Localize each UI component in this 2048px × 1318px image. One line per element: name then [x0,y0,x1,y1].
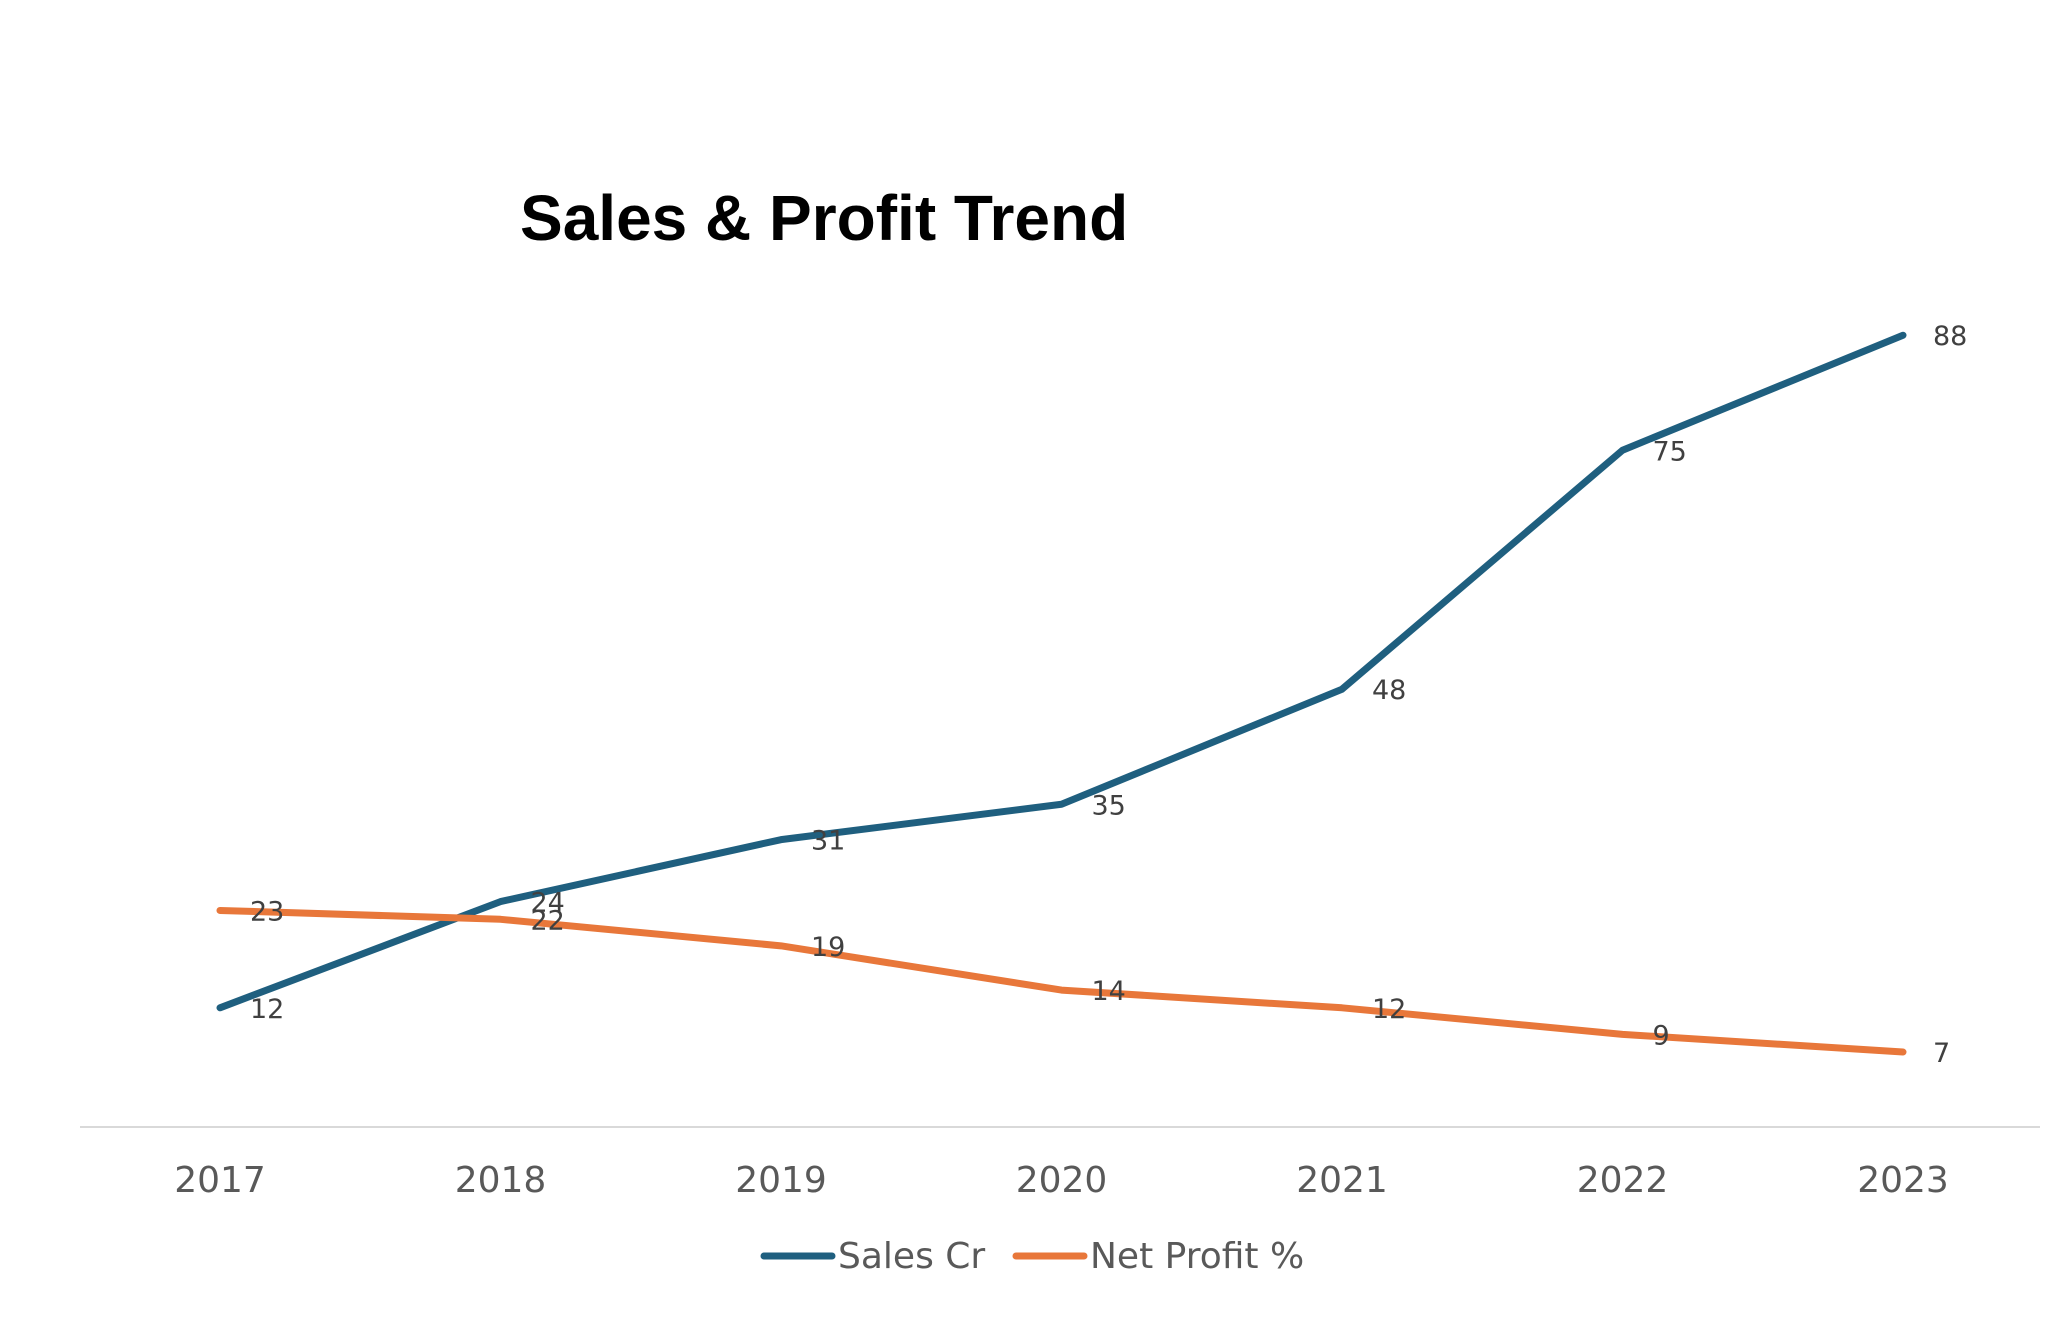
series-line-1 [216,906,1907,1056]
legend-label: Sales Cr [838,1236,985,1277]
x-tick-label: 2019 [735,1160,827,1201]
data-label: 22 [531,905,565,936]
data-label: 24 [531,888,565,919]
x-tick-label: 2017 [174,1160,266,1201]
data-label: 19 [811,932,845,963]
data-label: 23 [250,896,284,927]
data-label: 75 [1653,436,1687,467]
x-tick-label: 2020 [1016,1160,1108,1201]
series-line-0 [216,331,1907,1012]
x-tick-label: 2022 [1577,1160,1669,1201]
x-axis-ticks: 2017 2018 2019 2020 2021 2022 2023 [174,1160,1949,1201]
data-label: 12 [250,994,284,1025]
data-label: 35 [1092,790,1126,821]
data-label: 12 [1372,994,1406,1025]
x-tick-label: 2018 [455,1160,547,1201]
data-label-layer: 12 24 31 35 48 75 88 23 22 19 14 12 9 7 [250,321,1967,1069]
data-label: 31 [811,826,845,857]
legend: Sales Cr Net Profit % [760,1236,1304,1277]
x-tick-label: 2021 [1296,1160,1388,1201]
chart-title: Sales & Profit Trend [520,182,1128,254]
data-label: 14 [1092,976,1126,1007]
data-label: 9 [1653,1020,1670,1051]
data-label: 7 [1933,1038,1950,1069]
data-label: 48 [1372,675,1406,706]
x-tick-label: 2023 [1857,1160,1949,1201]
series-layer [216,331,1907,1056]
data-label: 88 [1933,321,1967,352]
legend-item: Net Profit % [1012,1236,1304,1277]
legend-item: Sales Cr [760,1236,985,1277]
legend-label: Net Profit % [1090,1236,1304,1277]
